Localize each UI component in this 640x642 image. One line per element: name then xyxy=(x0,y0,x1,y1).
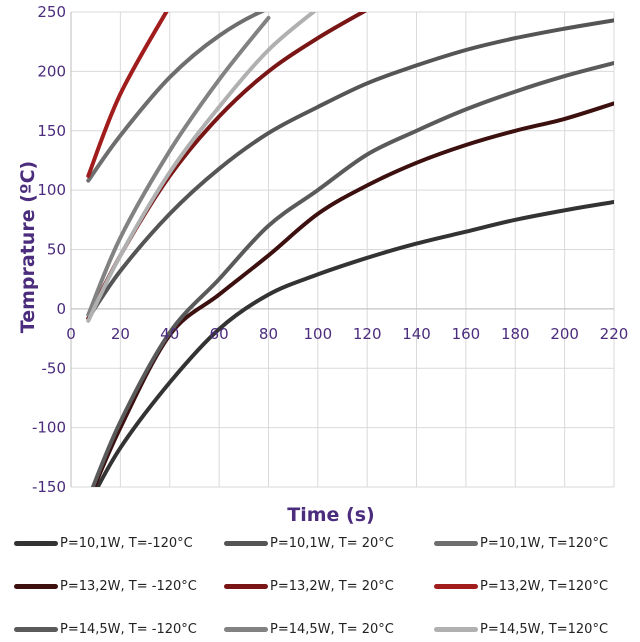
y-tick-label: -150 xyxy=(32,478,66,496)
x-tick-label: 60 xyxy=(210,325,229,343)
legend-item: P=13,2W, T= 20°C xyxy=(224,577,434,595)
legend-swatch xyxy=(434,583,478,589)
x-tick-label: 20 xyxy=(111,325,130,343)
legend-item: P=14,5W, T=120°C xyxy=(434,620,634,638)
legend-item: P=10,1W, T= 20°C xyxy=(224,534,434,552)
series-line-3 xyxy=(86,12,266,183)
legend-swatch xyxy=(14,626,58,632)
x-tick-label: 140 xyxy=(402,325,431,343)
y-tick-label: 50 xyxy=(47,241,66,259)
y-tick-label: -50 xyxy=(42,359,67,377)
x-tick-label: 120 xyxy=(353,325,382,343)
x-tick-label: 180 xyxy=(501,325,530,343)
legend-label: P=13,2W, T= -120°C xyxy=(60,578,197,594)
series-line-2 xyxy=(86,18,614,321)
x-tick-label: 40 xyxy=(160,325,179,343)
series-line-6 xyxy=(86,12,169,178)
legend-label: P=10,1W, T=120°C xyxy=(480,535,609,551)
x-tick-label: 160 xyxy=(452,325,481,343)
y-tick-labels: 250 200 150 100 50 0 -50 -100 -150 xyxy=(32,3,66,496)
legend-item: P=14,5W, T= 20°C xyxy=(224,620,434,638)
x-tick-label: 200 xyxy=(550,325,579,343)
y-tick-label: 0 xyxy=(56,300,66,318)
x-axis-title: Time (s) xyxy=(287,504,374,526)
x-tick-labels: 0 20 40 60 80 100 120 140 160 180 200 220 xyxy=(66,325,628,343)
y-axis-title: Temprature (ºC) xyxy=(17,161,39,333)
legend-swatch xyxy=(224,583,268,589)
grid xyxy=(70,11,615,488)
legend-label: P=14,5W, T= 20°C xyxy=(270,621,394,637)
legend-label: P=10,1W, T= 20°C xyxy=(270,535,394,551)
legend-item: P=14,5W, T= -120°C xyxy=(14,620,224,638)
series-line-7 xyxy=(90,61,614,487)
line-chart: 0 20 40 60 80 100 120 140 160 180 200 220 250 200 150… xyxy=(17,3,628,526)
legend-swatch xyxy=(14,540,58,546)
legend: P=10,1W, T=-120°C P=10,1W, T= 20°C P=10,1W… xyxy=(14,534,634,638)
legend-label: P=13,2W, T=120°C xyxy=(480,578,609,594)
legend-label: P=14,5W, T= -120°C xyxy=(60,621,197,637)
series-line-8 xyxy=(86,15,271,317)
y-tick-label: 100 xyxy=(37,181,66,199)
legend-swatch xyxy=(434,540,478,546)
series-line-9 xyxy=(86,12,317,323)
series-line-1 xyxy=(95,200,614,487)
legend-item: P=13,2W, T=120°C xyxy=(434,577,634,595)
legend-item: P=13,2W, T= -120°C xyxy=(14,577,224,595)
legend-swatch xyxy=(434,626,478,632)
series-lines xyxy=(86,12,614,487)
y-tick-label: 150 xyxy=(37,122,66,140)
legend-label: P=10,1W, T=-120°C xyxy=(60,535,193,551)
legend-label: P=13,2W, T= 20°C xyxy=(270,578,394,594)
legend-swatch xyxy=(14,583,58,589)
x-tick-label: 100 xyxy=(303,325,332,343)
legend-swatch xyxy=(224,626,268,632)
y-tick-label: -100 xyxy=(32,419,66,437)
y-tick-label: 250 xyxy=(37,3,66,21)
legend-item: P=10,1W, T=-120°C xyxy=(14,534,224,552)
legend-label: P=14,5W, T=120°C xyxy=(480,621,609,637)
x-tick-label: 80 xyxy=(259,325,278,343)
legend-item: P=10,1W, T=120°C xyxy=(434,534,634,552)
y-tick-label: 200 xyxy=(37,62,66,80)
legend-swatch xyxy=(224,540,268,546)
x-tick-label: 220 xyxy=(600,325,629,343)
x-tick-label: 0 xyxy=(66,325,76,343)
